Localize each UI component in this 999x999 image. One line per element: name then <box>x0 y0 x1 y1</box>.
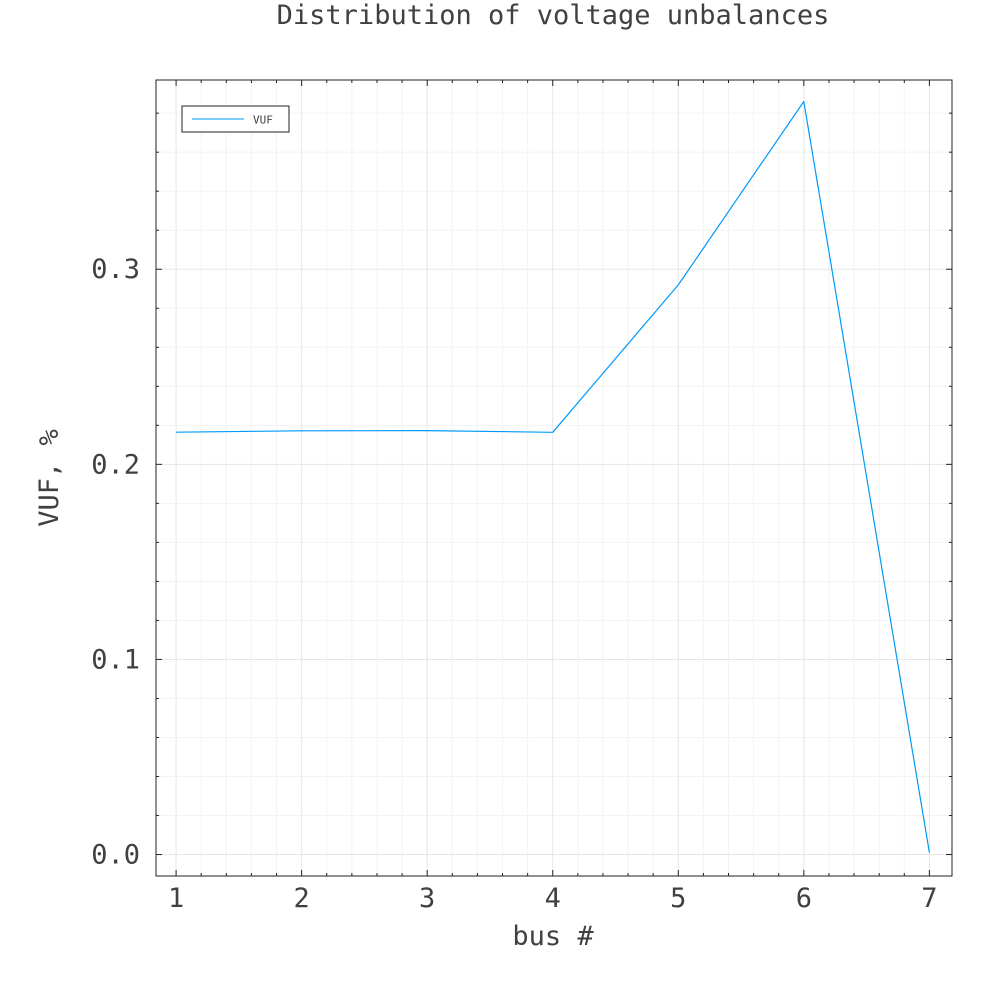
series-layer <box>175 100 930 853</box>
x-tick-label: 7 <box>921 883 937 914</box>
chart-title: Distribution of voltage unbalances <box>277 0 830 31</box>
x-tick-label: 2 <box>294 883 310 914</box>
x-axis-label: bus # <box>512 921 594 952</box>
y-tick-label: 0.0 <box>91 840 140 871</box>
x-tick-label: 6 <box>796 883 812 914</box>
y-tick-label: 0.2 <box>91 449 140 480</box>
ticks: 1 2 3 4 5 6 7 0.0 0.1 0.2 0.3 <box>91 80 952 914</box>
legend: VUF <box>181 105 290 133</box>
legend-label-vuf: VUF <box>253 114 273 127</box>
x-tick-label: 5 <box>670 883 686 914</box>
y-tick-label: 0.1 <box>91 644 140 675</box>
y-axis-label: VUF, % <box>34 429 65 527</box>
x-tick-label: 1 <box>168 883 184 914</box>
plot-frame <box>155 79 953 877</box>
y-tick-label: 0.3 <box>91 254 140 285</box>
x-tick-label: 3 <box>419 883 435 914</box>
x-tick-label: 4 <box>545 883 561 914</box>
